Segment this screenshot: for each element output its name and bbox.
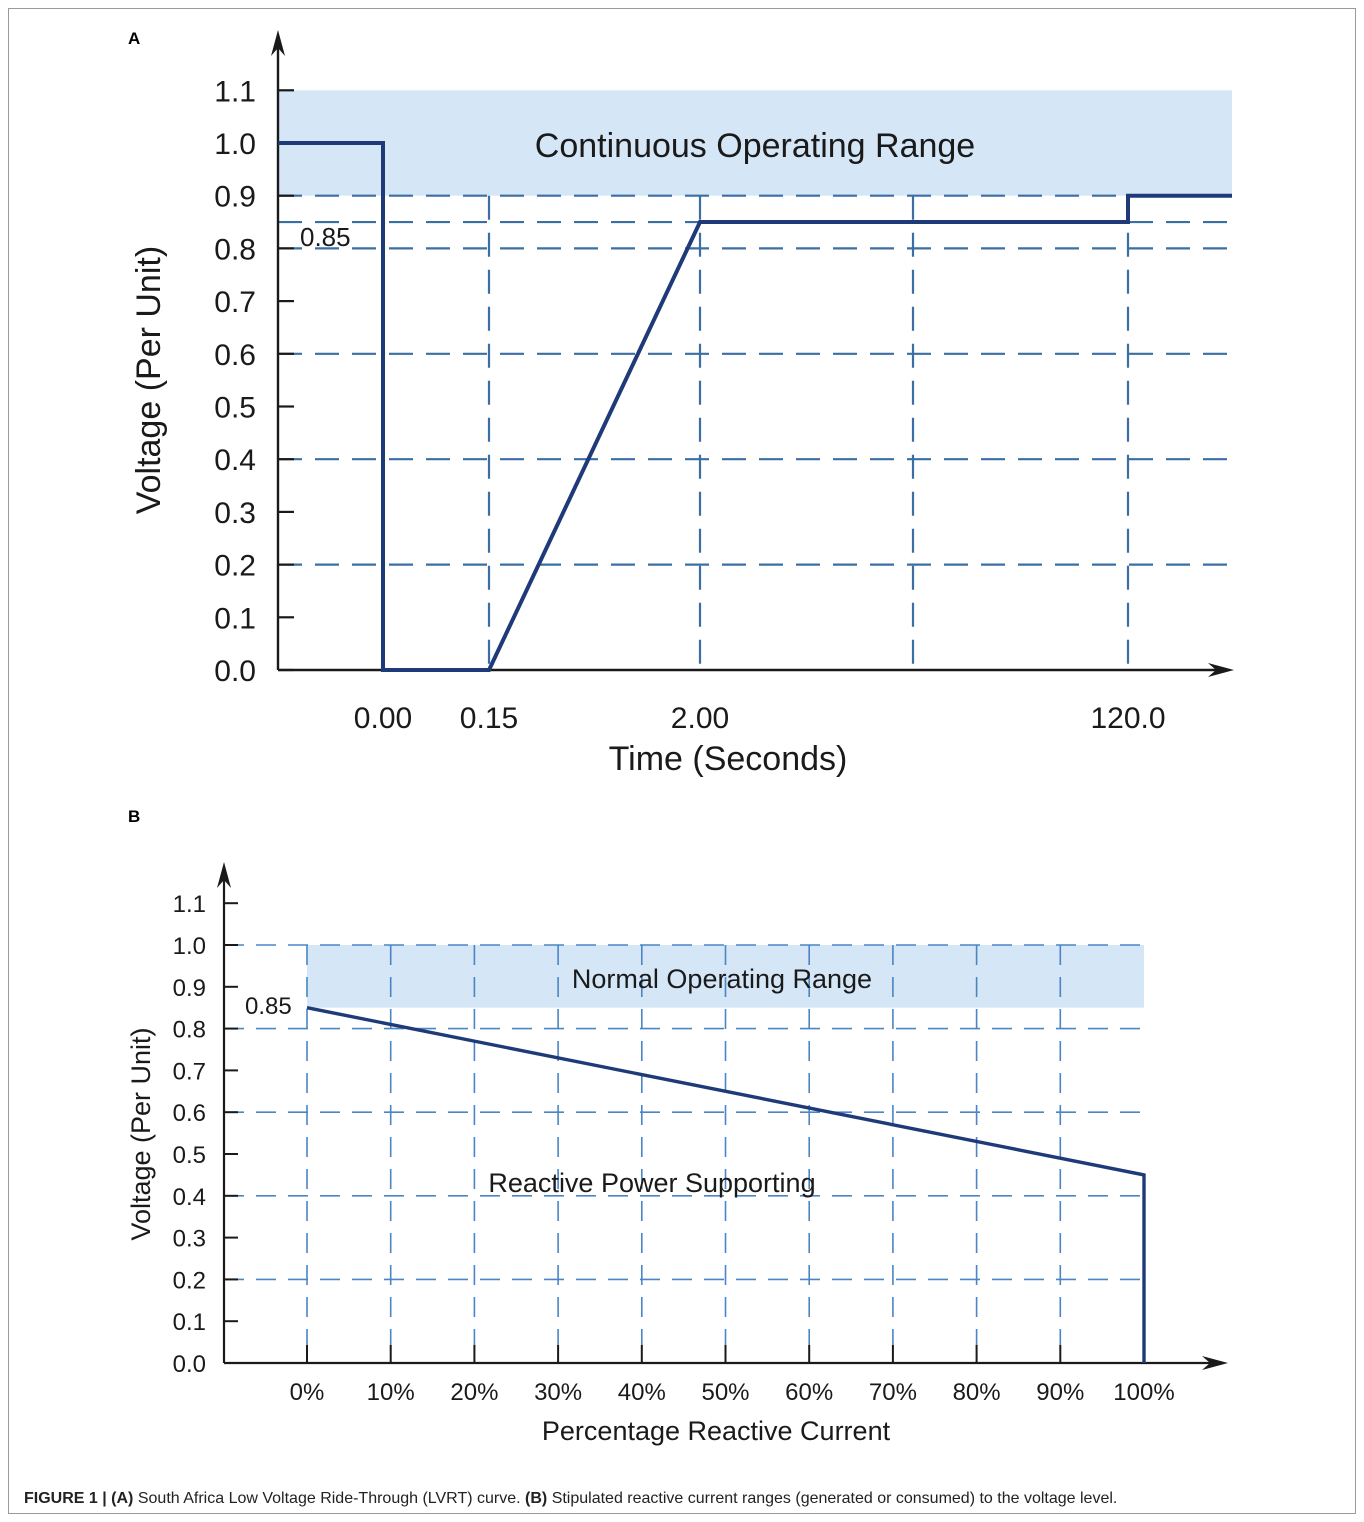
panel-a-085-label: 0.85 xyxy=(300,222,351,252)
panel-b-x-axis-title: Percentage Reactive Current xyxy=(542,1416,891,1446)
panel-b-y-tick-label: 0.5 xyxy=(173,1142,206,1169)
panel-a-y-tick-label: 0.7 xyxy=(214,286,256,319)
caption-a-text: South Africa Low Voltage Ride-Through (L… xyxy=(137,1490,521,1507)
panel-b-x-tick-label: 50% xyxy=(701,1379,749,1406)
panel-b-y-tick-label: 0.3 xyxy=(173,1226,206,1253)
panel-a-y-tick-label: 0.0 xyxy=(214,655,256,688)
panel-a-chart: A 0.0 0.1 0.2 0.3 0.4 0.5 0.6 0.7 0.8 0.9 1.0 1.1 0.0… xyxy=(128,29,1234,778)
panel-b-region-label: Reactive Power Supporting xyxy=(488,1168,815,1198)
panel-b-band-label: Normal Operating Range xyxy=(572,964,872,994)
panel-b-x-tick-label: 0% xyxy=(290,1379,325,1406)
panel-b-x-tick-label: 100% xyxy=(1113,1379,1174,1406)
panel-b-y-axis-title: Voltage (Per Unit) xyxy=(126,1027,156,1240)
panel-b-y-tick-label: 0.1 xyxy=(173,1309,206,1336)
panel-a-x-axis-title: Time (Seconds) xyxy=(609,740,848,778)
panel-b-085-label: 0.85 xyxy=(245,993,292,1020)
panel-a-y-tick-label: 0.3 xyxy=(214,497,256,530)
panel-b-x-tick-label: 40% xyxy=(618,1379,666,1406)
panel-b-series-line xyxy=(306,1006,1146,1363)
panel-a-y-tick-label: 0.1 xyxy=(214,602,256,635)
panel-a-x-arrow xyxy=(1208,663,1234,677)
panel-b-y-tick-label: 0.6 xyxy=(173,1100,206,1127)
panel-b-y-tick-label: 0.7 xyxy=(173,1058,206,1085)
caption-lead: FIGURE 1 | xyxy=(24,1490,107,1507)
panel-b-x-tick-label: 70% xyxy=(869,1379,917,1406)
panel-a-y-tick-label: 1.0 xyxy=(214,128,256,161)
panel-b-x-arrow xyxy=(1202,1356,1228,1370)
panel-b-x-tick-label: 60% xyxy=(785,1379,833,1406)
figure-caption: FIGURE 1 | (A) South Africa Low Voltage … xyxy=(24,1490,1117,1508)
figure-frame xyxy=(8,8,1356,1514)
panel-b-chart: B 0.0 0.1 0.2 0.3 0.4 0.5 0.6 0.7 0.8 0.9 1.0 1.1 0% 1… xyxy=(126,807,1228,1446)
panel-a-operating-band xyxy=(278,90,1232,196)
panel-a-x-tick-label: 0.15 xyxy=(460,702,518,735)
panel-a-y-tick-label: 1.1 xyxy=(214,75,256,108)
panel-b-y-tick-label: 1.0 xyxy=(173,933,206,960)
panel-a-y-axis-title: Voltage (Per Unit) xyxy=(130,246,168,514)
caption-b-tag: (B) xyxy=(525,1490,548,1507)
panel-b-y-tick-label: 0.2 xyxy=(173,1267,206,1294)
panel-a-y-tick-label: 0.2 xyxy=(214,550,256,583)
panel-b-y-tick-label: 1.1 xyxy=(173,891,206,918)
panel-b-y-tick-label: 0.0 xyxy=(173,1351,206,1378)
panel-a-x-tick-label: 120.0 xyxy=(1090,702,1165,735)
panel-a-y-tick-label: 0.6 xyxy=(214,339,256,372)
panel-a-letter: A xyxy=(128,29,140,48)
panel-b-y-tick-label: 0.8 xyxy=(173,1017,206,1044)
caption-b-text: Stipulated reactive current ranges (gene… xyxy=(551,1490,1118,1507)
panel-a-series-line xyxy=(278,141,1232,672)
panel-a-x-tick-label: 2.00 xyxy=(671,702,729,735)
panel-b-x-tick-label: 80% xyxy=(953,1379,1001,1406)
panel-a-x-tick-label: 0.00 xyxy=(354,702,412,735)
caption-a-tag: (A) xyxy=(111,1490,134,1507)
panel-a-y-tick-label: 0.4 xyxy=(214,444,256,477)
panel-b-x-tick-label: 10% xyxy=(367,1379,415,1406)
panel-b-x-tick-label: 30% xyxy=(534,1379,582,1406)
panel-a-y-tick-label: 0.8 xyxy=(214,233,256,266)
panel-b-y-arrow xyxy=(217,862,231,888)
panel-b-x-tick-label: 20% xyxy=(450,1379,498,1406)
panel-b-y-tick-label: 0.9 xyxy=(173,975,206,1002)
panel-a-y-arrow xyxy=(271,30,285,56)
panel-a-y-tick-label: 0.5 xyxy=(214,392,256,425)
panel-a-y-tick-label: 0.9 xyxy=(214,181,256,214)
panel-b-y-tick-label: 0.4 xyxy=(173,1184,206,1211)
panel-a-band-label: Continuous Operating Range xyxy=(535,127,975,165)
panel-b-letter: B xyxy=(128,807,140,826)
panel-b-x-tick-label: 90% xyxy=(1036,1379,1084,1406)
